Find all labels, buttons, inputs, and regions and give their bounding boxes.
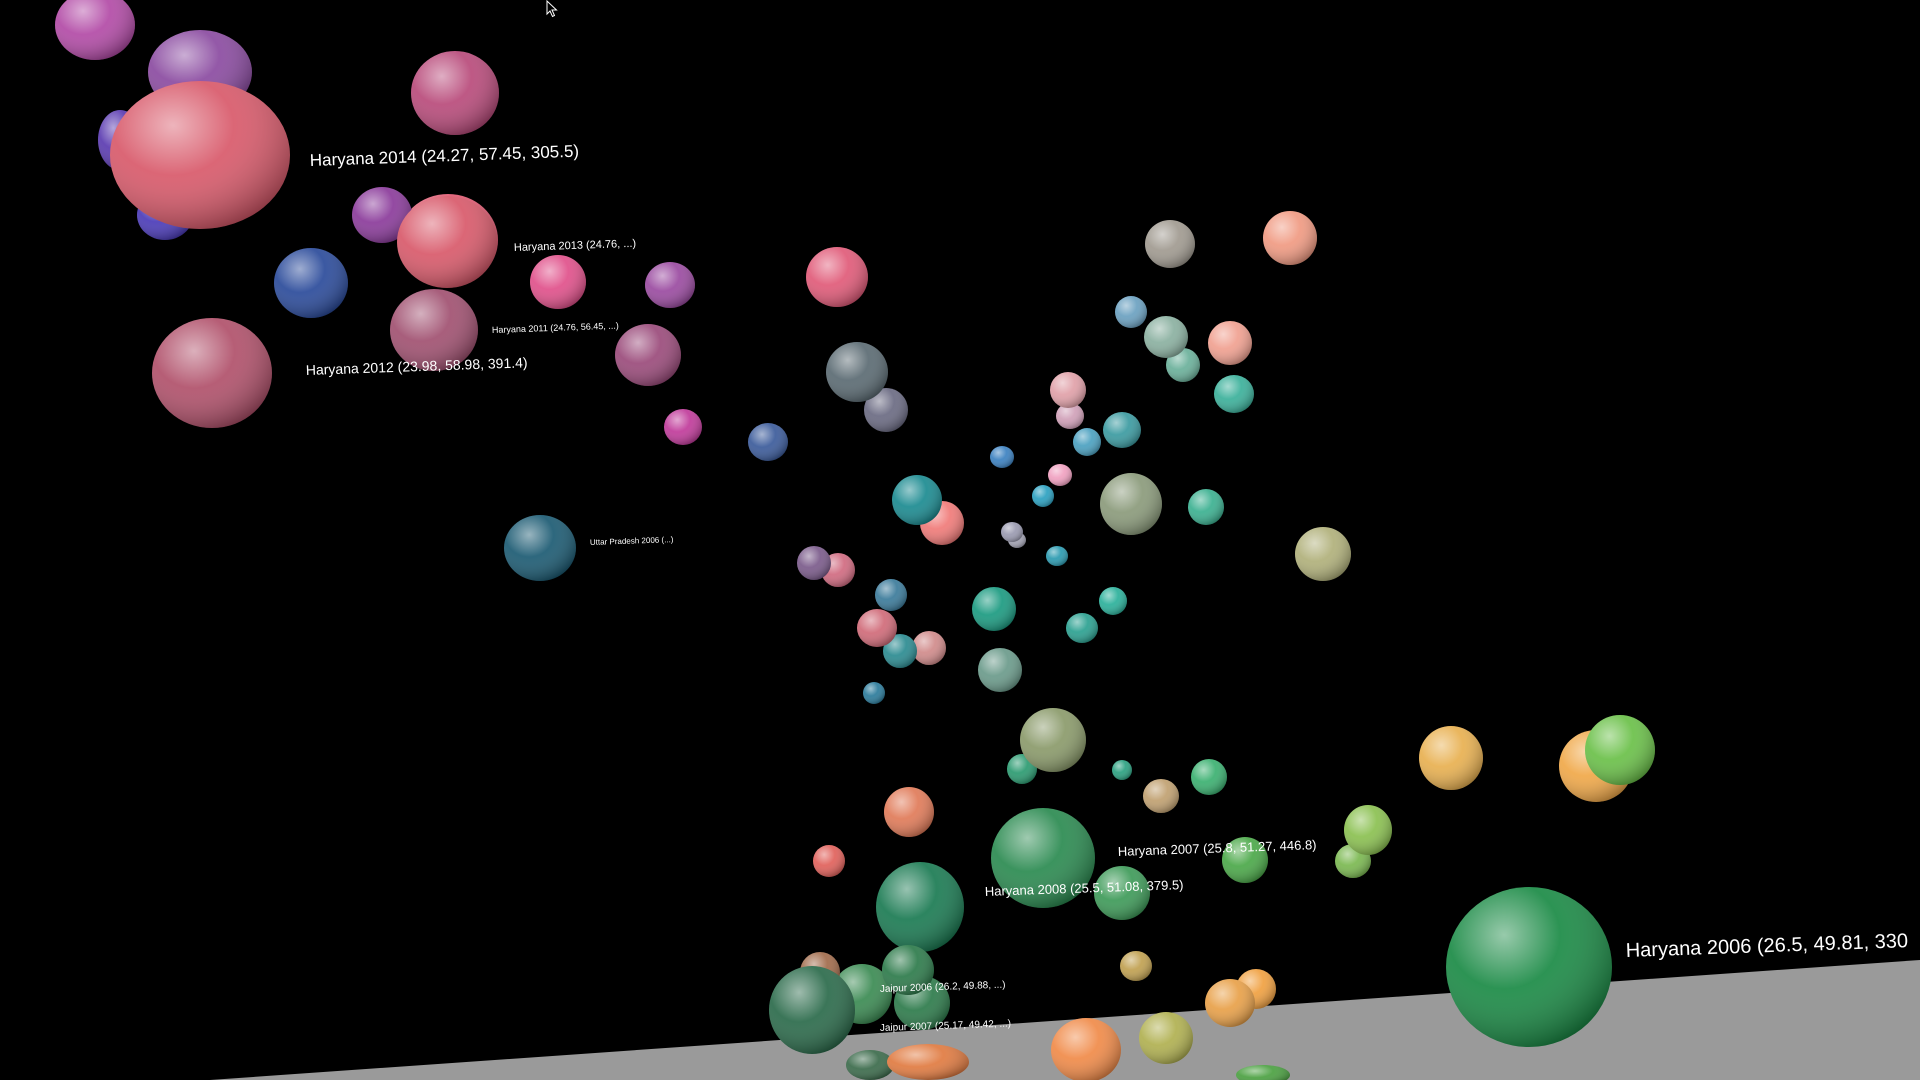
bubble-shading (397, 196, 497, 288)
bubble-shading (991, 808, 1095, 908)
bubble-shading (1222, 837, 1268, 883)
bubble-label-2: Haryana 2006 (26.5, 49.81, 330 (1625, 930, 1908, 962)
bubble-shading (882, 945, 934, 995)
bubble-shading (1050, 372, 1086, 408)
bubble-shading (1143, 779, 1179, 813)
bubbles-layer (55, 0, 1655, 1080)
bubble-shading (978, 648, 1022, 692)
bubble-shading (664, 409, 702, 445)
bubble-shading (748, 423, 788, 461)
bubble-label-1: Haryana 2012 (23.98, 58.98, 391.4) (306, 354, 528, 378)
bubble-shading (1166, 348, 1200, 382)
bubble-shading (1263, 211, 1317, 265)
bubble-shading (912, 631, 946, 665)
bubble-shading (863, 682, 885, 704)
bubble-label-0: Haryana 2014 (24.27, 57.45, 305.5) (309, 142, 579, 170)
bubble-shading (972, 587, 1016, 631)
bubble-shading (813, 845, 845, 877)
bubble-shading (1100, 473, 1162, 535)
bubble-shading (1112, 760, 1132, 780)
bubble-shading (1208, 321, 1252, 365)
bubble-shading (1115, 296, 1147, 328)
bubble-shading (615, 324, 681, 386)
bubble-shading (1048, 464, 1072, 486)
bubble-shading (876, 862, 964, 952)
bubble-shading (875, 579, 907, 611)
bubble-label-7: Uttar Pradesh 2006 (...) (590, 535, 674, 547)
bubble-shading (1103, 412, 1141, 448)
bubble-shading (411, 51, 499, 135)
bubble-shading (1051, 1018, 1121, 1080)
bubble-shading (1214, 375, 1254, 413)
bubble-shading (1191, 759, 1227, 795)
bubble-shading (530, 255, 586, 309)
bubble-shading (1032, 485, 1054, 507)
bubble-shading (1099, 587, 1127, 615)
bubble-label-6: Haryana 2008 (25.5, 51.08, 379.5) (985, 877, 1184, 899)
bubble-shading (504, 515, 576, 581)
bubble-label-3: Haryana 2007 (25.8, 51.27, 446.8) (1118, 837, 1317, 859)
bubble-label-8: Jaipur 2007 (25.17, 49.42, ...) (880, 1018, 1012, 1034)
bubble-shading (806, 247, 868, 307)
bubble-shading (645, 262, 695, 308)
bubble-shading (797, 546, 831, 580)
bubble-shading (1188, 489, 1224, 525)
bubble-shading (1073, 428, 1101, 456)
bubble-label-9: Jaipur 2006 (26.2, 49.88, ...) (880, 980, 1006, 995)
bubble-shading (857, 609, 897, 647)
bubble-shading (352, 187, 412, 243)
bubble-shading (1066, 613, 1098, 643)
bubble-shading (1094, 866, 1150, 920)
bubble-shading (883, 634, 917, 668)
bubble-shading (892, 475, 942, 525)
bubble-label-5: Haryana 2011 (24.76, 56.45, ...) (492, 321, 619, 335)
bubble-shading (884, 787, 934, 837)
bubble-shading (1144, 316, 1188, 358)
mouse-cursor-icon (546, 0, 558, 18)
bubble-shading (1001, 522, 1023, 542)
bubble-shading (1446, 887, 1612, 1047)
bubble-shading (1205, 979, 1255, 1027)
bubble-shading (274, 248, 348, 318)
bubble-shading (864, 388, 908, 432)
bubble-shading (1236, 1065, 1290, 1080)
bubble-label-4: Haryana 2013 (24.76, ...) (514, 238, 637, 254)
bubble-shading (390, 289, 478, 371)
bubble-shading (1120, 951, 1152, 981)
bubble-shading (1419, 726, 1483, 790)
bubble-shading (990, 446, 1014, 468)
bubble-shading (887, 1044, 969, 1080)
bubble-shading (110, 81, 290, 229)
bubble-shading (55, 0, 135, 60)
bubble-shading (152, 318, 272, 428)
bubble-shading (769, 966, 855, 1054)
bubble-shading (846, 1050, 894, 1080)
bubble-shading (1344, 805, 1392, 855)
bubble-shading (1585, 715, 1655, 785)
bubble-shading (1020, 708, 1086, 772)
bubble-shading (1145, 220, 1195, 268)
bubble-shading (826, 342, 888, 402)
bubble-shading (1056, 403, 1084, 429)
bubble-shading (1046, 546, 1068, 566)
bubble-shading (1295, 527, 1351, 581)
bubble-shading (1139, 1012, 1193, 1064)
